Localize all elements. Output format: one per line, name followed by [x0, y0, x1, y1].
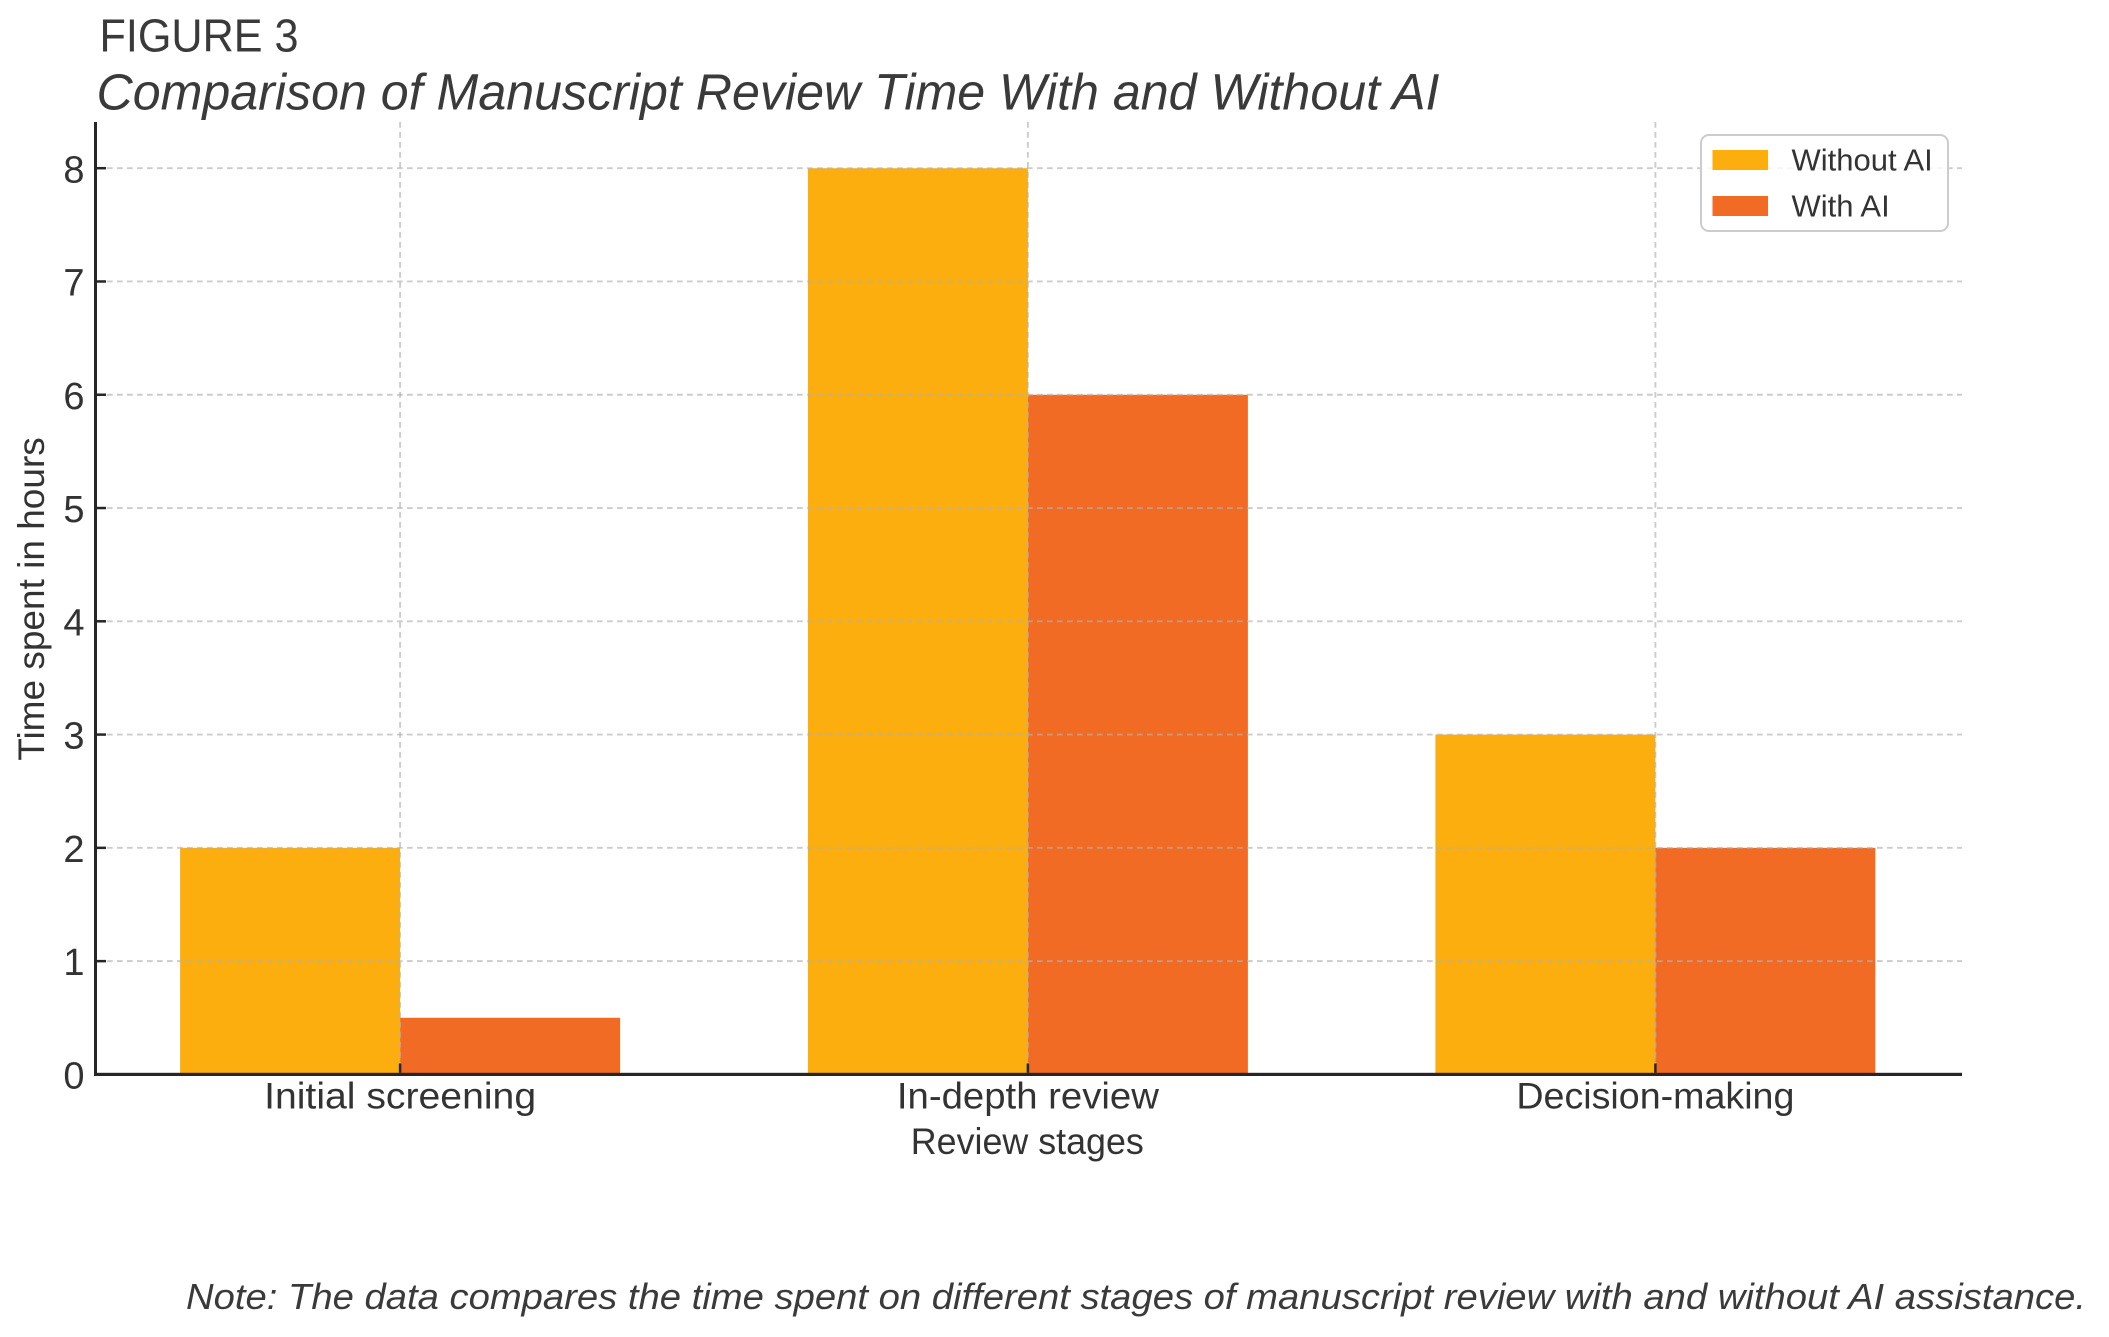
svg-text:Note: The data compares the ti: Note: The data compares the time spent o… [186, 1276, 2086, 1317]
svg-text:6: 6 [63, 376, 84, 418]
svg-text:In-depth review: In-depth review [897, 1076, 1159, 1117]
svg-text:Decision-making: Decision-making [1516, 1076, 1794, 1117]
svg-text:With AI: With AI [1792, 189, 1890, 224]
svg-text:Without AI: Without AI [1792, 143, 1933, 178]
svg-text:3: 3 [63, 716, 84, 758]
svg-text:7: 7 [63, 263, 84, 305]
svg-text:5: 5 [63, 489, 84, 531]
svg-text:Review stages: Review stages [911, 1121, 1144, 1162]
svg-text:Time spent in hours: Time spent in hours [11, 437, 52, 761]
svg-text:Initial screening: Initial screening [264, 1076, 536, 1117]
svg-text:2: 2 [63, 829, 84, 871]
svg-text:8: 8 [63, 149, 84, 191]
svg-text:Comparison of Manuscript Revie: Comparison of Manuscript Review Time Wit… [97, 64, 1440, 121]
svg-text:FIGURE 3: FIGURE 3 [100, 9, 299, 61]
svg-text:4: 4 [63, 602, 84, 644]
svg-text:1: 1 [63, 942, 84, 984]
svg-text:0: 0 [63, 1056, 84, 1098]
